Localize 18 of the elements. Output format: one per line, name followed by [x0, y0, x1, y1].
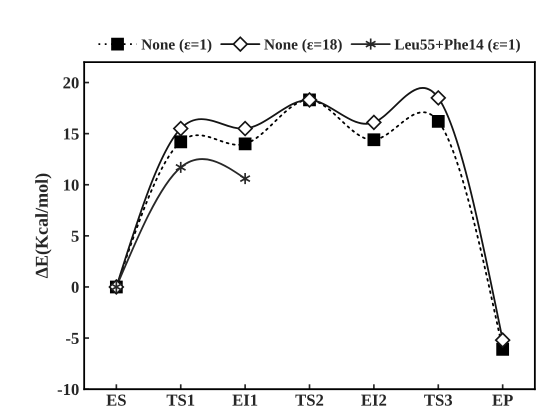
x-tick-label: TS1: [166, 394, 194, 406]
y-tick-label: -10: [58, 384, 79, 396]
y-tick-label: 15: [64, 128, 79, 140]
x-tick-label: TS3: [424, 394, 452, 406]
y-tick-label: 20: [63, 77, 79, 88]
x-tick-label: ES: [106, 394, 126, 406]
x-tick-label: EI2: [361, 394, 386, 406]
legend-label: None (ε=18): [264, 38, 342, 53]
x-tick-label: TS2: [295, 394, 324, 406]
x-tick-label: EI1: [232, 394, 258, 406]
y-tick-label: 10: [64, 179, 79, 191]
legend-label: Leu55+Phe14 (ε=1): [394, 38, 520, 53]
y-tick-label: 5: [72, 230, 79, 242]
x-tick-label: EP: [492, 394, 513, 406]
legend-label: None (ε=1): [142, 38, 212, 53]
y-tick-label: -5: [66, 332, 79, 344]
y-axis-title: ΔE(Kcal/mol): [35, 174, 52, 278]
y-tick-label: 0: [72, 282, 79, 293]
